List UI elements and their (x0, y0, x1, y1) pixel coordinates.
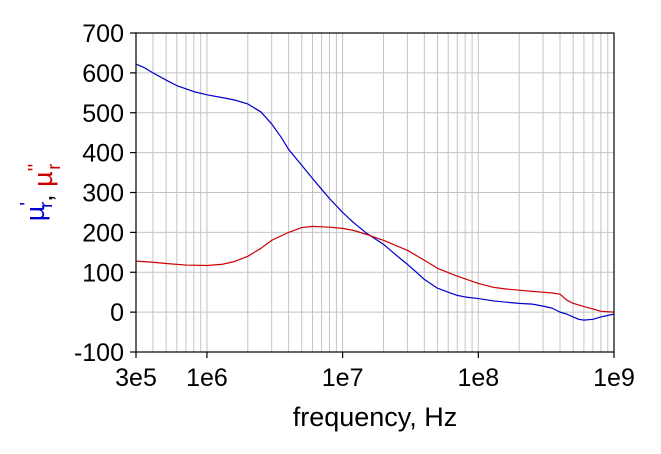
x-tick-label: 3e5 (115, 364, 157, 392)
x-tick-label: 1e8 (457, 364, 499, 392)
x-tick-label: 1e7 (322, 364, 364, 392)
y-label-prime: '' (25, 164, 47, 172)
y-tick-label: 200 (82, 219, 124, 247)
y-axis-title: µ'r, µ''r (17, 164, 64, 222)
series-line-2 (135, 225, 615, 313)
x-axis-ticks: 3e5 1e6 1e7 1e8 1e9 (115, 352, 635, 392)
y-label-subscript: r (36, 202, 56, 208)
y-label-subscript: r (44, 164, 64, 170)
y-label-part-1: µ (20, 206, 50, 222)
y-tick-label: 500 (82, 100, 124, 128)
y-axis-label: µ'r, µ''r (17, 164, 64, 222)
y-label-part-2: , (28, 187, 58, 202)
x-tick-label: 1e6 (186, 364, 228, 392)
y-tick-label: 100 (82, 259, 124, 287)
y-axis-ticks: -100 0 100 200 300 400 500 600 700 (74, 20, 136, 367)
y-tick-label: -100 (74, 339, 124, 367)
y-tick-label: 0 (110, 299, 124, 327)
y-tick-label: 300 (82, 180, 124, 208)
x-tick-label: 1e9 (593, 364, 635, 392)
y-tick-label: 700 (82, 20, 124, 48)
y-label-part-3: µ (28, 171, 58, 187)
y-tick-label: 400 (82, 140, 124, 168)
y-label-prime: ' (17, 202, 39, 206)
grid (135, 32, 615, 353)
x-axis-title: frequency, Hz (293, 402, 458, 432)
series-line-1 (135, 63, 615, 321)
series-layer (135, 63, 615, 321)
y-tick-label: 600 (82, 60, 124, 88)
